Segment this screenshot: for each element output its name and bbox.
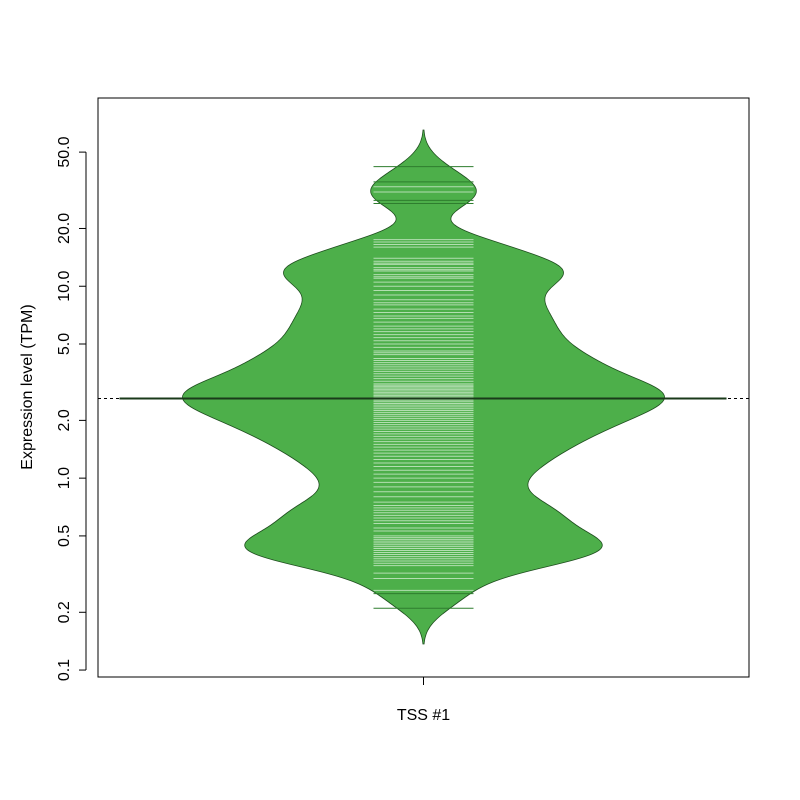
y-axis-title: Expression level (TPM) bbox=[19, 304, 36, 469]
y-tick-label: 2.0 bbox=[56, 409, 73, 431]
y-tick-label: 0.2 bbox=[56, 601, 73, 623]
y-tick-label: 5.0 bbox=[56, 333, 73, 355]
y-tick-label: 20.0 bbox=[56, 213, 73, 244]
y-tick-label: 50.0 bbox=[56, 136, 73, 167]
y-tick-label: 0.5 bbox=[56, 525, 73, 547]
y-tick-label: 10.0 bbox=[56, 271, 73, 302]
y-tick-label: 1.0 bbox=[56, 467, 73, 489]
x-tick-label: TSS #1 bbox=[397, 707, 450, 724]
y-tick-label: 0.1 bbox=[56, 659, 73, 681]
